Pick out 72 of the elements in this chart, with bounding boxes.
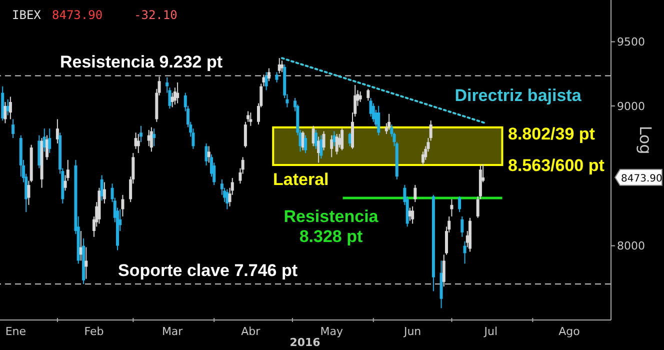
x-tick-label: Ago bbox=[558, 325, 580, 338]
candlestick bbox=[460, 216, 464, 238]
ref-line-label: Soporte clave 7.746 pt bbox=[118, 261, 298, 280]
candlestick bbox=[152, 128, 156, 147]
candlestick bbox=[463, 240, 466, 264]
x-tick-label: Ene bbox=[5, 325, 26, 338]
x-tick-label: Jul bbox=[483, 325, 498, 338]
y-tick-label: 9000 bbox=[617, 100, 645, 113]
candlestick bbox=[322, 130, 326, 151]
candlestick bbox=[244, 121, 247, 148]
candlestick bbox=[150, 126, 153, 152]
candlestick bbox=[304, 134, 307, 154]
candlestick bbox=[102, 182, 106, 204]
candlestick bbox=[140, 125, 142, 143]
candlestick bbox=[27, 180, 30, 206]
candlestick bbox=[340, 128, 344, 151]
text: 8473.90 bbox=[621, 173, 662, 184]
text: IBEX bbox=[12, 8, 42, 22]
x-axis-title: 2016 bbox=[290, 336, 321, 349]
candlestick bbox=[320, 134, 323, 160]
candlestick bbox=[226, 188, 229, 210]
candlestick bbox=[8, 96, 12, 120]
series-label: Directriz bajista bbox=[454, 86, 582, 105]
candlestick bbox=[442, 254, 446, 288]
candlestick bbox=[278, 58, 281, 74]
candlestick bbox=[249, 112, 252, 126]
x-tick-label: Jun bbox=[402, 325, 422, 338]
candlestick bbox=[301, 130, 304, 151]
text: Log bbox=[636, 126, 655, 154]
annotation: 8473.90 bbox=[52, 8, 103, 22]
candlestick bbox=[46, 134, 48, 160]
candlestick bbox=[84, 246, 88, 280]
candlestick bbox=[280, 60, 284, 73]
candlestick bbox=[275, 72, 278, 83]
candlestick bbox=[414, 184, 417, 203]
x-tick-label: Mar bbox=[162, 325, 184, 338]
candlestick bbox=[12, 118, 15, 139]
ref-line-label: Resistencia 8.328 pt bbox=[284, 207, 379, 246]
candlestick bbox=[264, 72, 268, 91]
candlestick bbox=[335, 133, 338, 155]
x-tick-label: Feb bbox=[84, 325, 104, 338]
y-tick-label: 8000 bbox=[617, 240, 645, 253]
candlestick bbox=[458, 196, 462, 213]
candlestick bbox=[358, 91, 362, 102]
annotation: 8.563/600 pt bbox=[508, 156, 605, 176]
candlestick bbox=[332, 130, 336, 147]
candlestick bbox=[56, 118, 59, 144]
candlestick bbox=[429, 120, 432, 142]
ref-line-label: Resistencia 9.232 pt bbox=[60, 52, 223, 72]
candlestick bbox=[246, 110, 250, 122]
annotation: 8.802/39 pt bbox=[508, 124, 596, 144]
band-label: Lateral bbox=[273, 170, 329, 190]
candlestick bbox=[207, 146, 210, 164]
candlestick bbox=[121, 194, 124, 217]
candlestick bbox=[450, 198, 454, 217]
candlestick bbox=[314, 129, 318, 150]
candlestick bbox=[388, 113, 391, 130]
candlestick bbox=[377, 105, 380, 136]
x-tick-label: Abr bbox=[241, 325, 261, 338]
candlestick bbox=[48, 128, 52, 154]
candlestick bbox=[136, 133, 140, 154]
y-tick-label: 9500 bbox=[617, 36, 645, 49]
x-tick-label: May bbox=[320, 325, 344, 338]
candlestick bbox=[176, 82, 180, 104]
candlestick bbox=[411, 206, 414, 224]
annotation: -32.10 bbox=[134, 8, 178, 22]
candlestick bbox=[330, 134, 334, 158]
candlestick bbox=[4, 101, 7, 124]
candlestick bbox=[267, 68, 270, 82]
candlestick bbox=[100, 174, 104, 202]
candlestick bbox=[366, 88, 370, 102]
candlestick bbox=[204, 142, 208, 166]
